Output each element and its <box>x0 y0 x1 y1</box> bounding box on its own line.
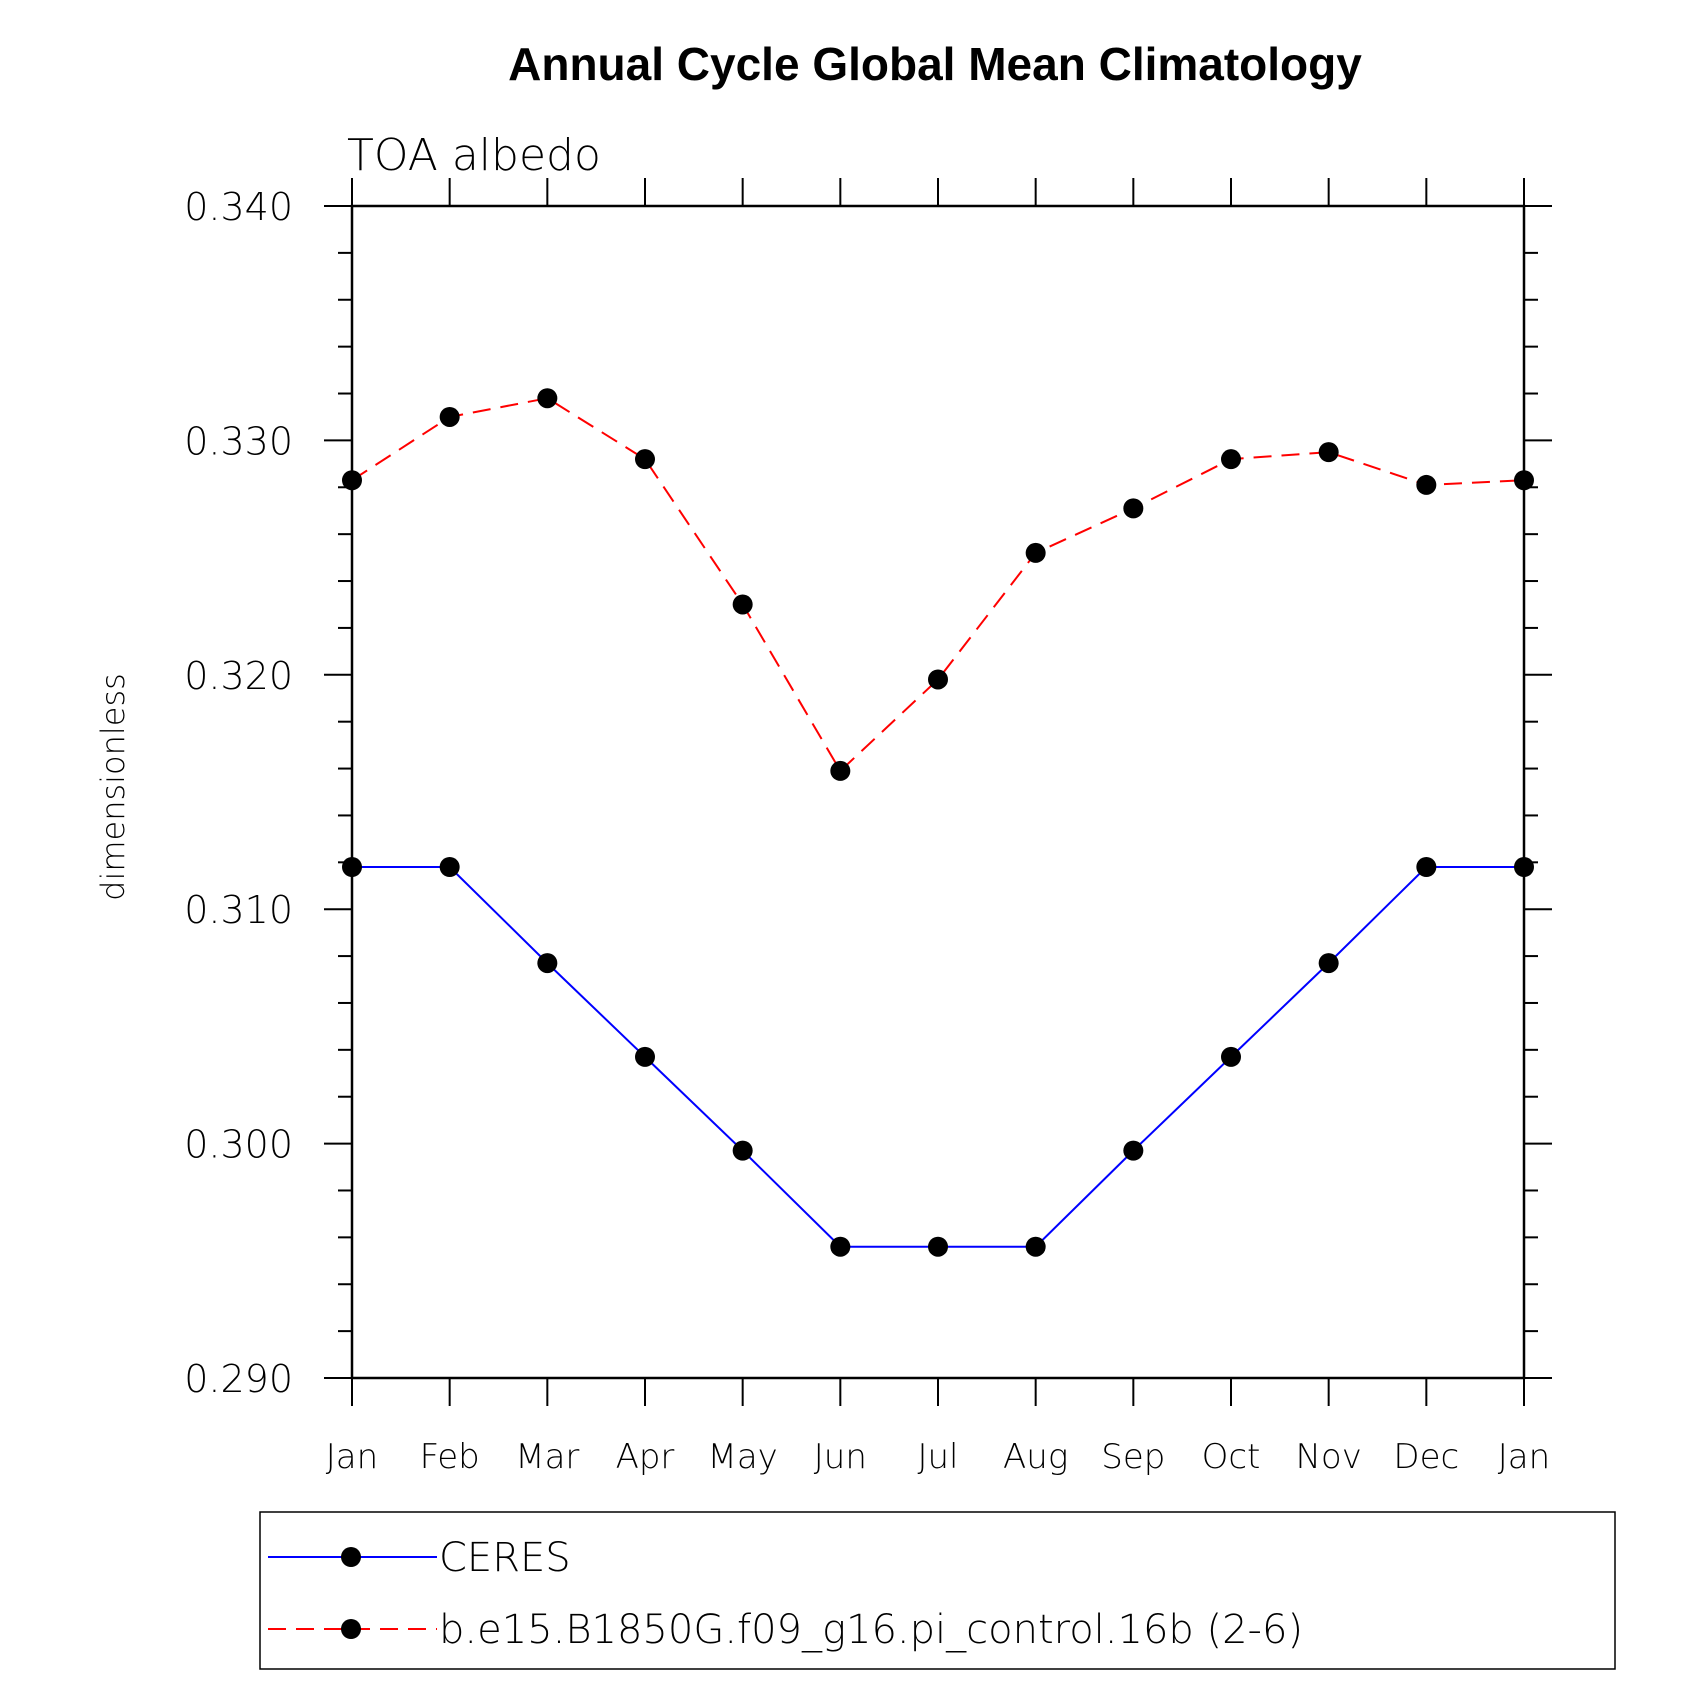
data-point-ceres <box>537 953 558 974</box>
x-tick-label: Sep <box>1101 1437 1165 1477</box>
x-tick-label: May <box>708 1437 778 1477</box>
y-axis-title: dimensionless <box>94 673 132 901</box>
legend-marker-ceres <box>341 1547 361 1567</box>
x-tick-label: Jan <box>326 1437 378 1477</box>
data-point-model <box>830 760 851 781</box>
data-point-model <box>1416 474 1437 495</box>
series-line-ceres <box>352 866 1524 1248</box>
series-line-model <box>351 397 1525 773</box>
x-tick-label: Feb <box>420 1437 480 1477</box>
x-tick-label: Dec <box>1393 1437 1459 1477</box>
y-tick-label: 0.310 <box>184 888 293 932</box>
legend-label-ceres: CERES <box>439 1535 571 1581</box>
data-point-model <box>928 669 948 690</box>
data-point-ceres <box>439 857 460 878</box>
plot-frame <box>350 204 1526 1380</box>
chart-title: Annual Cycle Global Mean Climatology <box>508 38 1362 90</box>
legend: CERES b.e15.B1850G.f09_g16.pi_control.16… <box>259 1511 1616 1670</box>
x-tick-label: Aug <box>1003 1437 1068 1477</box>
data-point-ceres <box>928 1236 948 1257</box>
y-tick-label: 0.300 <box>184 1123 293 1167</box>
x-tick-label: Oct <box>1202 1437 1261 1477</box>
data-point-ceres <box>635 1046 655 1067</box>
x-tick-labels: Jan Feb Mar Apr May Jun Jul Aug Sep Oct Nov Dec Jan <box>326 1437 1550 1477</box>
chart-subtitle: TOA albedo <box>347 130 601 181</box>
y-tick-label: 0.290 <box>184 1357 293 1401</box>
x-tick-label: Nov <box>1295 1437 1361 1477</box>
y-tick-label: 0.330 <box>184 419 293 463</box>
data-point-model <box>1025 542 1046 563</box>
legend-marker-model <box>341 1619 361 1639</box>
series-layer <box>342 388 1534 1257</box>
x-tick-label: Jan <box>1498 1437 1550 1477</box>
data-point-model <box>732 594 753 615</box>
data-point-model <box>1123 498 1144 519</box>
data-point-model <box>537 388 558 409</box>
legend-label-model: b.e15.B1850G.f09_g16.pi_control.16b (2-6… <box>439 1607 1303 1653</box>
data-point-ceres <box>732 1140 753 1161</box>
x-tick-label: Jul <box>917 1437 958 1477</box>
x-tick-label: Jun <box>814 1437 867 1477</box>
data-point-ceres <box>1221 1046 1241 1067</box>
axis-ticks <box>324 178 1552 1406</box>
x-tick-label: Mar <box>515 1437 579 1477</box>
data-point-model <box>1221 449 1241 470</box>
data-point-ceres <box>1123 1140 1144 1161</box>
data-point-model <box>1318 442 1339 463</box>
data-point-ceres <box>1318 953 1339 974</box>
data-point-model <box>635 449 655 470</box>
data-point-ceres <box>1025 1236 1046 1257</box>
data-point-ceres <box>830 1236 851 1257</box>
legend-box <box>259 1511 1616 1670</box>
x-tick-label: Apr <box>616 1437 675 1477</box>
y-tick-labels: 0.290 0.300 0.310 0.320 0.330 0.340 <box>184 185 293 1401</box>
data-point-ceres <box>1416 857 1437 878</box>
y-tick-label: 0.320 <box>184 654 293 698</box>
y-tick-label: 0.340 <box>184 185 293 229</box>
data-point-model <box>439 406 460 427</box>
